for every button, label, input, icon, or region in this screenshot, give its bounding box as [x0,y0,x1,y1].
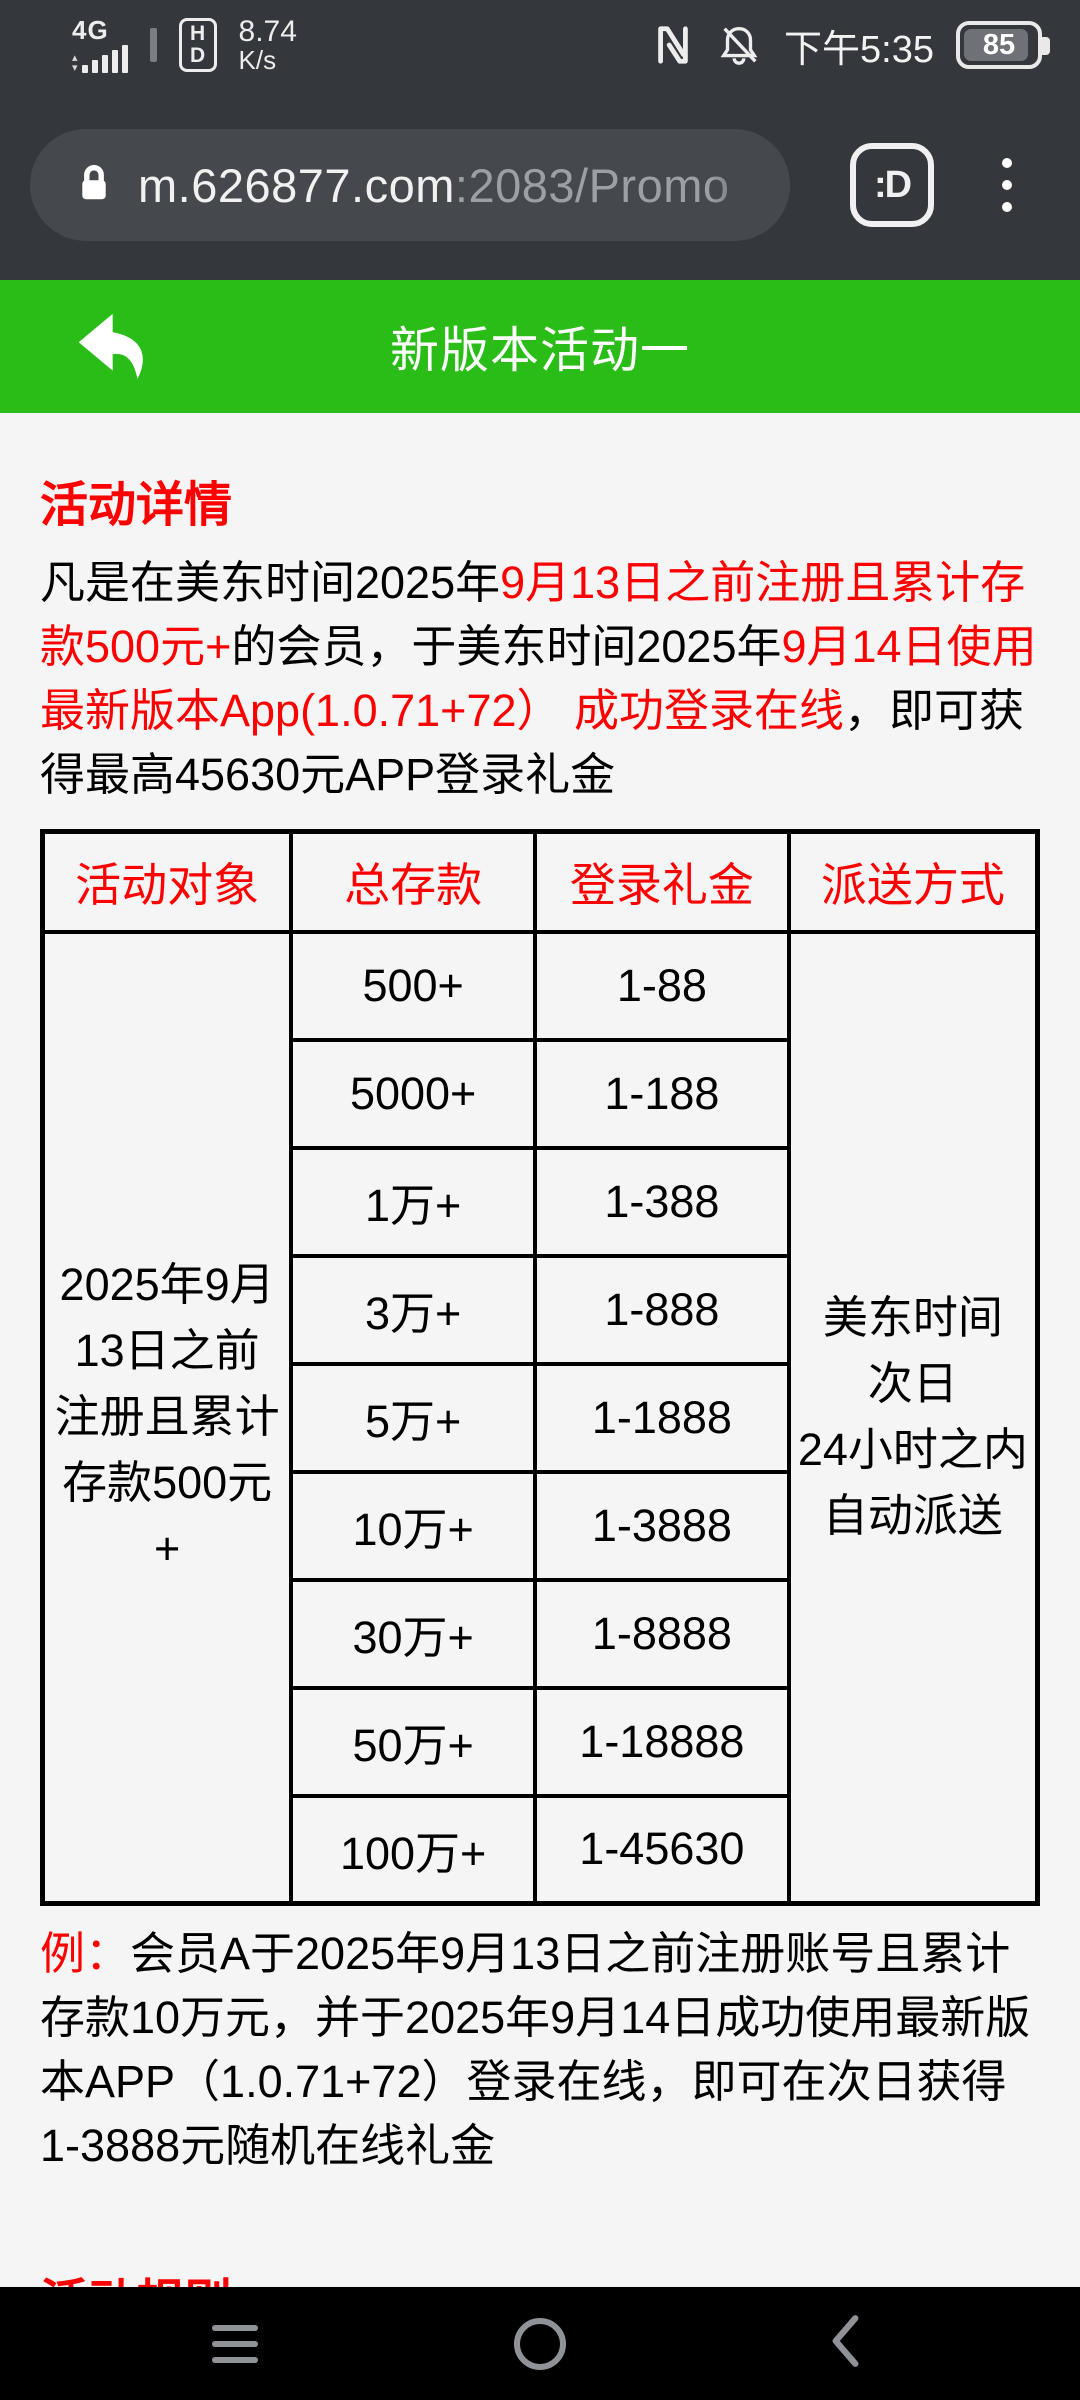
page-title: 新版本活动一 [389,324,690,378]
home-circle-icon [514,2317,566,2370]
example-label: 例： [40,1928,131,1979]
delivery-cell: 美东时间 次日 24小时之内 自动派送 [786,929,1040,1906]
table-row: 10万+ 1-3888 [43,1469,1038,1582]
example-paragraph: 例：会员A于2025年9月13日之前注册账号且累计存款10万元，并于2025年9… [40,1922,1040,2178]
table-row: 2025年9月13日之前 注册且累计 存款500元+ 500+ 1-88 美东时… [40,929,1040,1906]
table-row: 50万+ 1-18888 [43,1685,1038,1798]
browser-menu-button[interactable] [992,148,1022,222]
gift-cell: 1-8888 [533,1577,791,1690]
browser-toolbar: m.626877.com:2083/Promo :D [0,90,1080,280]
details-seg-4: 9月14日使用最新版本App(1.0.71+72） 成功登录在线 [40,621,1037,736]
deposit-cell: 1万+ [289,1145,538,1258]
table-row: 100万+ 1-45630 [43,1793,1038,1906]
url-domain: m.626877.com [138,158,455,212]
battery-icon: 85 [956,21,1050,69]
gift-cell: 1-388 [533,1145,791,1258]
gift-cell: 1-18888 [533,1685,791,1798]
url-path: :2083/Promo [454,158,730,212]
table-row: 1万+ 1-388 [43,1145,1038,1258]
table-row: 5000+ 1-188 [43,1037,1038,1150]
col-header-delivery: 派送方式 [786,829,1040,934]
details-seg-5: ，即可获得最高45630元APP登录礼金 [40,685,1025,800]
home-button[interactable] [470,2299,610,2389]
system-back-button[interactable] [775,2299,915,2389]
gift-cell: 1-1888 [533,1361,791,1474]
details-seg-1: 凡是在美东时间2025年 [40,557,501,608]
speed-unit: K/s [238,45,277,76]
promo-content: 活动详情 凡是在美东时间2025年9月13日之前注册且累计存款500元+的会员，… [0,413,1080,2400]
deposit-cell: 3万+ [289,1253,538,1366]
battery-percent: 85 [982,28,1016,61]
back-arrow-icon [65,301,153,394]
col-header-gift: 登录礼金 [533,829,791,934]
hd-icon: HD [178,17,217,72]
col-header-audience: 活动对象 [40,829,294,934]
data-activity-arrows-icon: ▴ ▾ [72,51,78,74]
gift-cell: 1-88 [533,929,791,1042]
table-header-row: 活动对象 总存款 登录礼金 派送方式 [40,829,1040,934]
network-speed: 8.74 K/s [239,16,297,75]
menu-icon [212,2324,258,2363]
deposit-cell: 5万+ [289,1361,538,1474]
clock-label: 下午5:35 [784,28,934,71]
chevron-left-icon [828,2312,862,2375]
mute-bell-icon [716,22,762,68]
details-seg-3: 的会员，于美东时间2025年 [231,621,782,672]
signal-bars-icon: 4G ▴ ▾ [72,17,128,73]
address-bar[interactable]: m.626877.com:2083/Promo [30,129,790,241]
network-type-label: 4G [72,14,109,45]
details-seg-2: 9月13日之前注册且累计存款500元+ [40,557,1026,672]
deposit-cell: 50万+ [289,1685,538,1798]
gift-cell: 1-188 [533,1037,791,1150]
deposit-cell: 30万+ [289,1577,538,1690]
table-row: 5万+ 1-1888 [43,1361,1038,1474]
back-button[interactable] [64,302,154,392]
details-heading: 活动详情 [40,479,233,532]
recents-menu-button[interactable] [165,2299,305,2389]
deposit-cell: 5000+ [289,1037,538,1150]
gift-cell: 1-3888 [533,1469,791,1582]
page-header: 新版本活动一 [0,280,1080,413]
nfc-icon [652,21,694,69]
deposit-cell: 500+ [289,929,538,1042]
url-fade [710,129,790,241]
tab-switcher-button[interactable]: :D [850,143,934,227]
audience-cell: 2025年9月13日之前 注册且累计 存款500元+ [40,929,294,1906]
gift-cell: 1-888 [533,1253,791,1366]
gift-cell: 1-45630 [533,1793,791,1906]
table-row: 30万+ 1-8888 [43,1577,1038,1690]
speed-value: 8.74 [238,14,297,48]
system-nav-bar [0,2287,1080,2400]
details-paragraph: 凡是在美东时间2025年9月13日之前注册且累计存款500元+的会员，于美东时间… [40,551,1040,807]
promo-table: 活动对象 总存款 登录礼金 派送方式 2025年9月13日之前 注册且累计 存款… [40,829,1040,1906]
status-bar: 4G ▴ ▾ HD 8.74 K/s 下午5:35 [0,0,1080,90]
deposit-cell: 10万+ [289,1469,538,1582]
col-header-deposit: 总存款 [289,829,538,934]
example-body: 会员A于2025年9月13日之前注册账号且累计存款10万元，并于2025年9月1… [40,1928,1031,2171]
table-row: 3万+ 1-888 [43,1253,1038,1366]
sim2-signal-icon [149,27,157,62]
deposit-cell: 100万+ [289,1793,538,1906]
lock-icon [76,160,112,211]
